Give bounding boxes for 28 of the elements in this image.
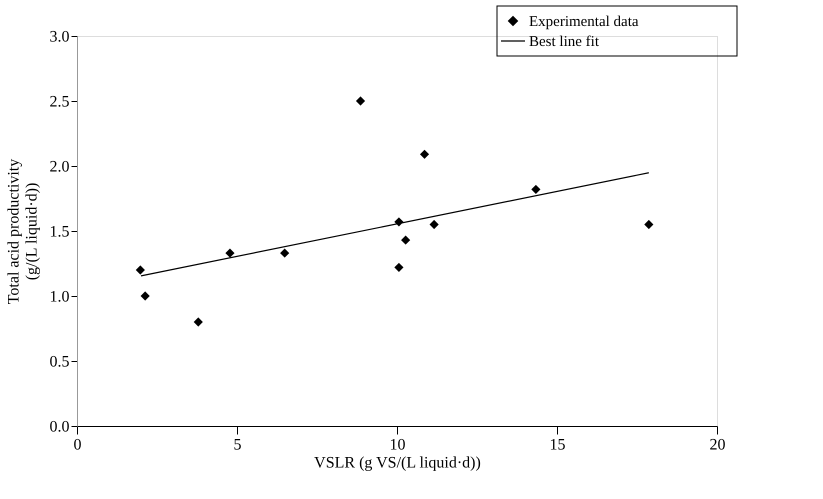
y-axis-title: Total acid productivity (g/(L liquid·d)) [6, 158, 40, 304]
point [280, 248, 290, 258]
y-tick-label: 2.0 [50, 158, 70, 176]
x-tick-label: 15 [550, 436, 566, 454]
legend-label: Best line fit [529, 34, 600, 50]
y-tick-label: 3.0 [50, 28, 70, 46]
y-tick-label: 0.0 [50, 418, 70, 436]
x-tick-label: 5 [234, 436, 242, 454]
x-tick-label: 10 [390, 436, 406, 454]
y-tick-label: 1.5 [50, 224, 70, 240]
legend-label: Experimental data [529, 14, 639, 30]
y-tick-label: 2.5 [50, 94, 70, 110]
y-tick-label: 0.5 [50, 354, 70, 370]
point [140, 292, 150, 300]
point [226, 248, 234, 258]
point [356, 96, 365, 106]
point [194, 318, 203, 326]
point [644, 220, 654, 229]
point [420, 150, 429, 159]
x-axis-title: VSLR (g VS/(L liquid·d)) [314, 454, 481, 472]
point [401, 236, 410, 244]
x-tick-label: 0 [74, 436, 82, 454]
y-tick-label: 1.0 [50, 288, 70, 306]
x-tick-label: 20 [710, 436, 726, 454]
point [136, 266, 145, 274]
point [394, 263, 404, 272]
point [532, 185, 540, 194]
point [430, 220, 438, 229]
